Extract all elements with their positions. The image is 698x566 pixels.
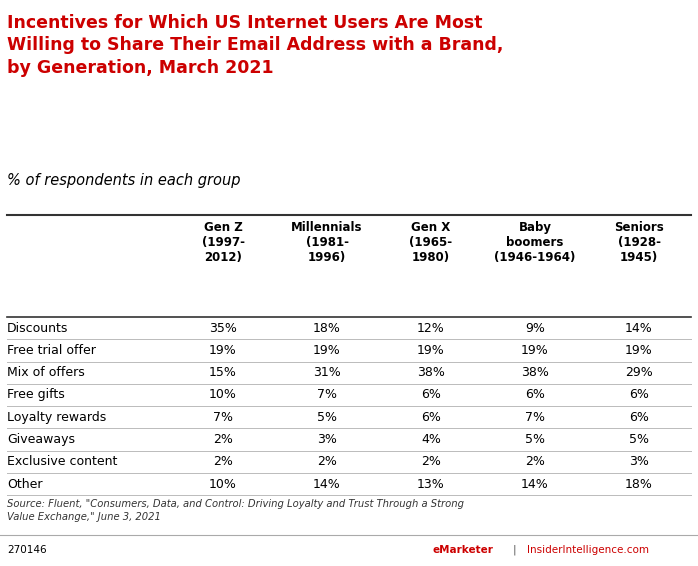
Text: eMarketer: eMarketer — [433, 545, 493, 555]
Text: 5%: 5% — [629, 433, 649, 446]
Text: 18%: 18% — [625, 478, 653, 491]
Text: 4%: 4% — [421, 433, 441, 446]
Text: 19%: 19% — [313, 344, 341, 357]
Text: 18%: 18% — [313, 321, 341, 335]
Text: 12%: 12% — [417, 321, 445, 335]
Text: 7%: 7% — [213, 411, 233, 424]
Text: Giveaways: Giveaways — [7, 433, 75, 446]
Text: 6%: 6% — [525, 388, 545, 401]
Text: 3%: 3% — [629, 455, 649, 468]
Text: 2%: 2% — [317, 455, 337, 468]
Text: 10%: 10% — [209, 478, 237, 491]
Text: 6%: 6% — [629, 388, 649, 401]
Text: 6%: 6% — [421, 388, 441, 401]
Text: Source: Fluent, "Consumers, Data, and Control: Driving Loyalty and Trust Through: Source: Fluent, "Consumers, Data, and Co… — [7, 499, 464, 522]
Text: 5%: 5% — [317, 411, 337, 424]
Text: 29%: 29% — [625, 366, 653, 379]
Text: 2%: 2% — [421, 455, 441, 468]
Text: Discounts: Discounts — [7, 321, 68, 335]
Text: Gen X
(1965-
1980): Gen X (1965- 1980) — [410, 221, 452, 264]
Text: Free gifts: Free gifts — [7, 388, 65, 401]
Text: 6%: 6% — [629, 411, 649, 424]
Text: Other: Other — [7, 478, 43, 491]
Text: 14%: 14% — [521, 478, 549, 491]
Text: 31%: 31% — [313, 366, 341, 379]
Text: 6%: 6% — [421, 411, 441, 424]
Text: 3%: 3% — [317, 433, 337, 446]
Text: Free trial offer: Free trial offer — [7, 344, 96, 357]
Text: Mix of offers: Mix of offers — [7, 366, 84, 379]
Text: InsiderIntelligence.com: InsiderIntelligence.com — [527, 545, 649, 555]
Text: 10%: 10% — [209, 388, 237, 401]
Text: Gen Z
(1997-
2012): Gen Z (1997- 2012) — [202, 221, 244, 264]
Text: 35%: 35% — [209, 321, 237, 335]
Text: 19%: 19% — [625, 344, 653, 357]
Text: 19%: 19% — [209, 344, 237, 357]
Text: 19%: 19% — [417, 344, 445, 357]
Text: Exclusive content: Exclusive content — [7, 455, 117, 468]
Text: Incentives for Which US Internet Users Are Most
Willing to Share Their Email Add: Incentives for Which US Internet Users A… — [7, 14, 503, 76]
Text: 5%: 5% — [525, 433, 545, 446]
Text: 13%: 13% — [417, 478, 445, 491]
Text: 7%: 7% — [525, 411, 545, 424]
Text: 9%: 9% — [525, 321, 545, 335]
Text: 15%: 15% — [209, 366, 237, 379]
Text: 19%: 19% — [521, 344, 549, 357]
Text: Baby
boomers
(1946-1964): Baby boomers (1946-1964) — [494, 221, 576, 264]
Text: Seniors
(1928-
1945): Seniors (1928- 1945) — [614, 221, 664, 264]
Text: Millennials
(1981-
1996): Millennials (1981- 1996) — [291, 221, 363, 264]
Text: 14%: 14% — [313, 478, 341, 491]
Text: 2%: 2% — [525, 455, 545, 468]
Text: 7%: 7% — [317, 388, 337, 401]
Text: Loyalty rewards: Loyalty rewards — [7, 411, 106, 424]
Text: 38%: 38% — [521, 366, 549, 379]
Text: |: | — [513, 545, 517, 555]
Text: 2%: 2% — [213, 455, 233, 468]
Text: 38%: 38% — [417, 366, 445, 379]
Text: 270146: 270146 — [7, 545, 47, 555]
Text: 2%: 2% — [213, 433, 233, 446]
Text: % of respondents in each group: % of respondents in each group — [7, 173, 241, 188]
Text: 14%: 14% — [625, 321, 653, 335]
